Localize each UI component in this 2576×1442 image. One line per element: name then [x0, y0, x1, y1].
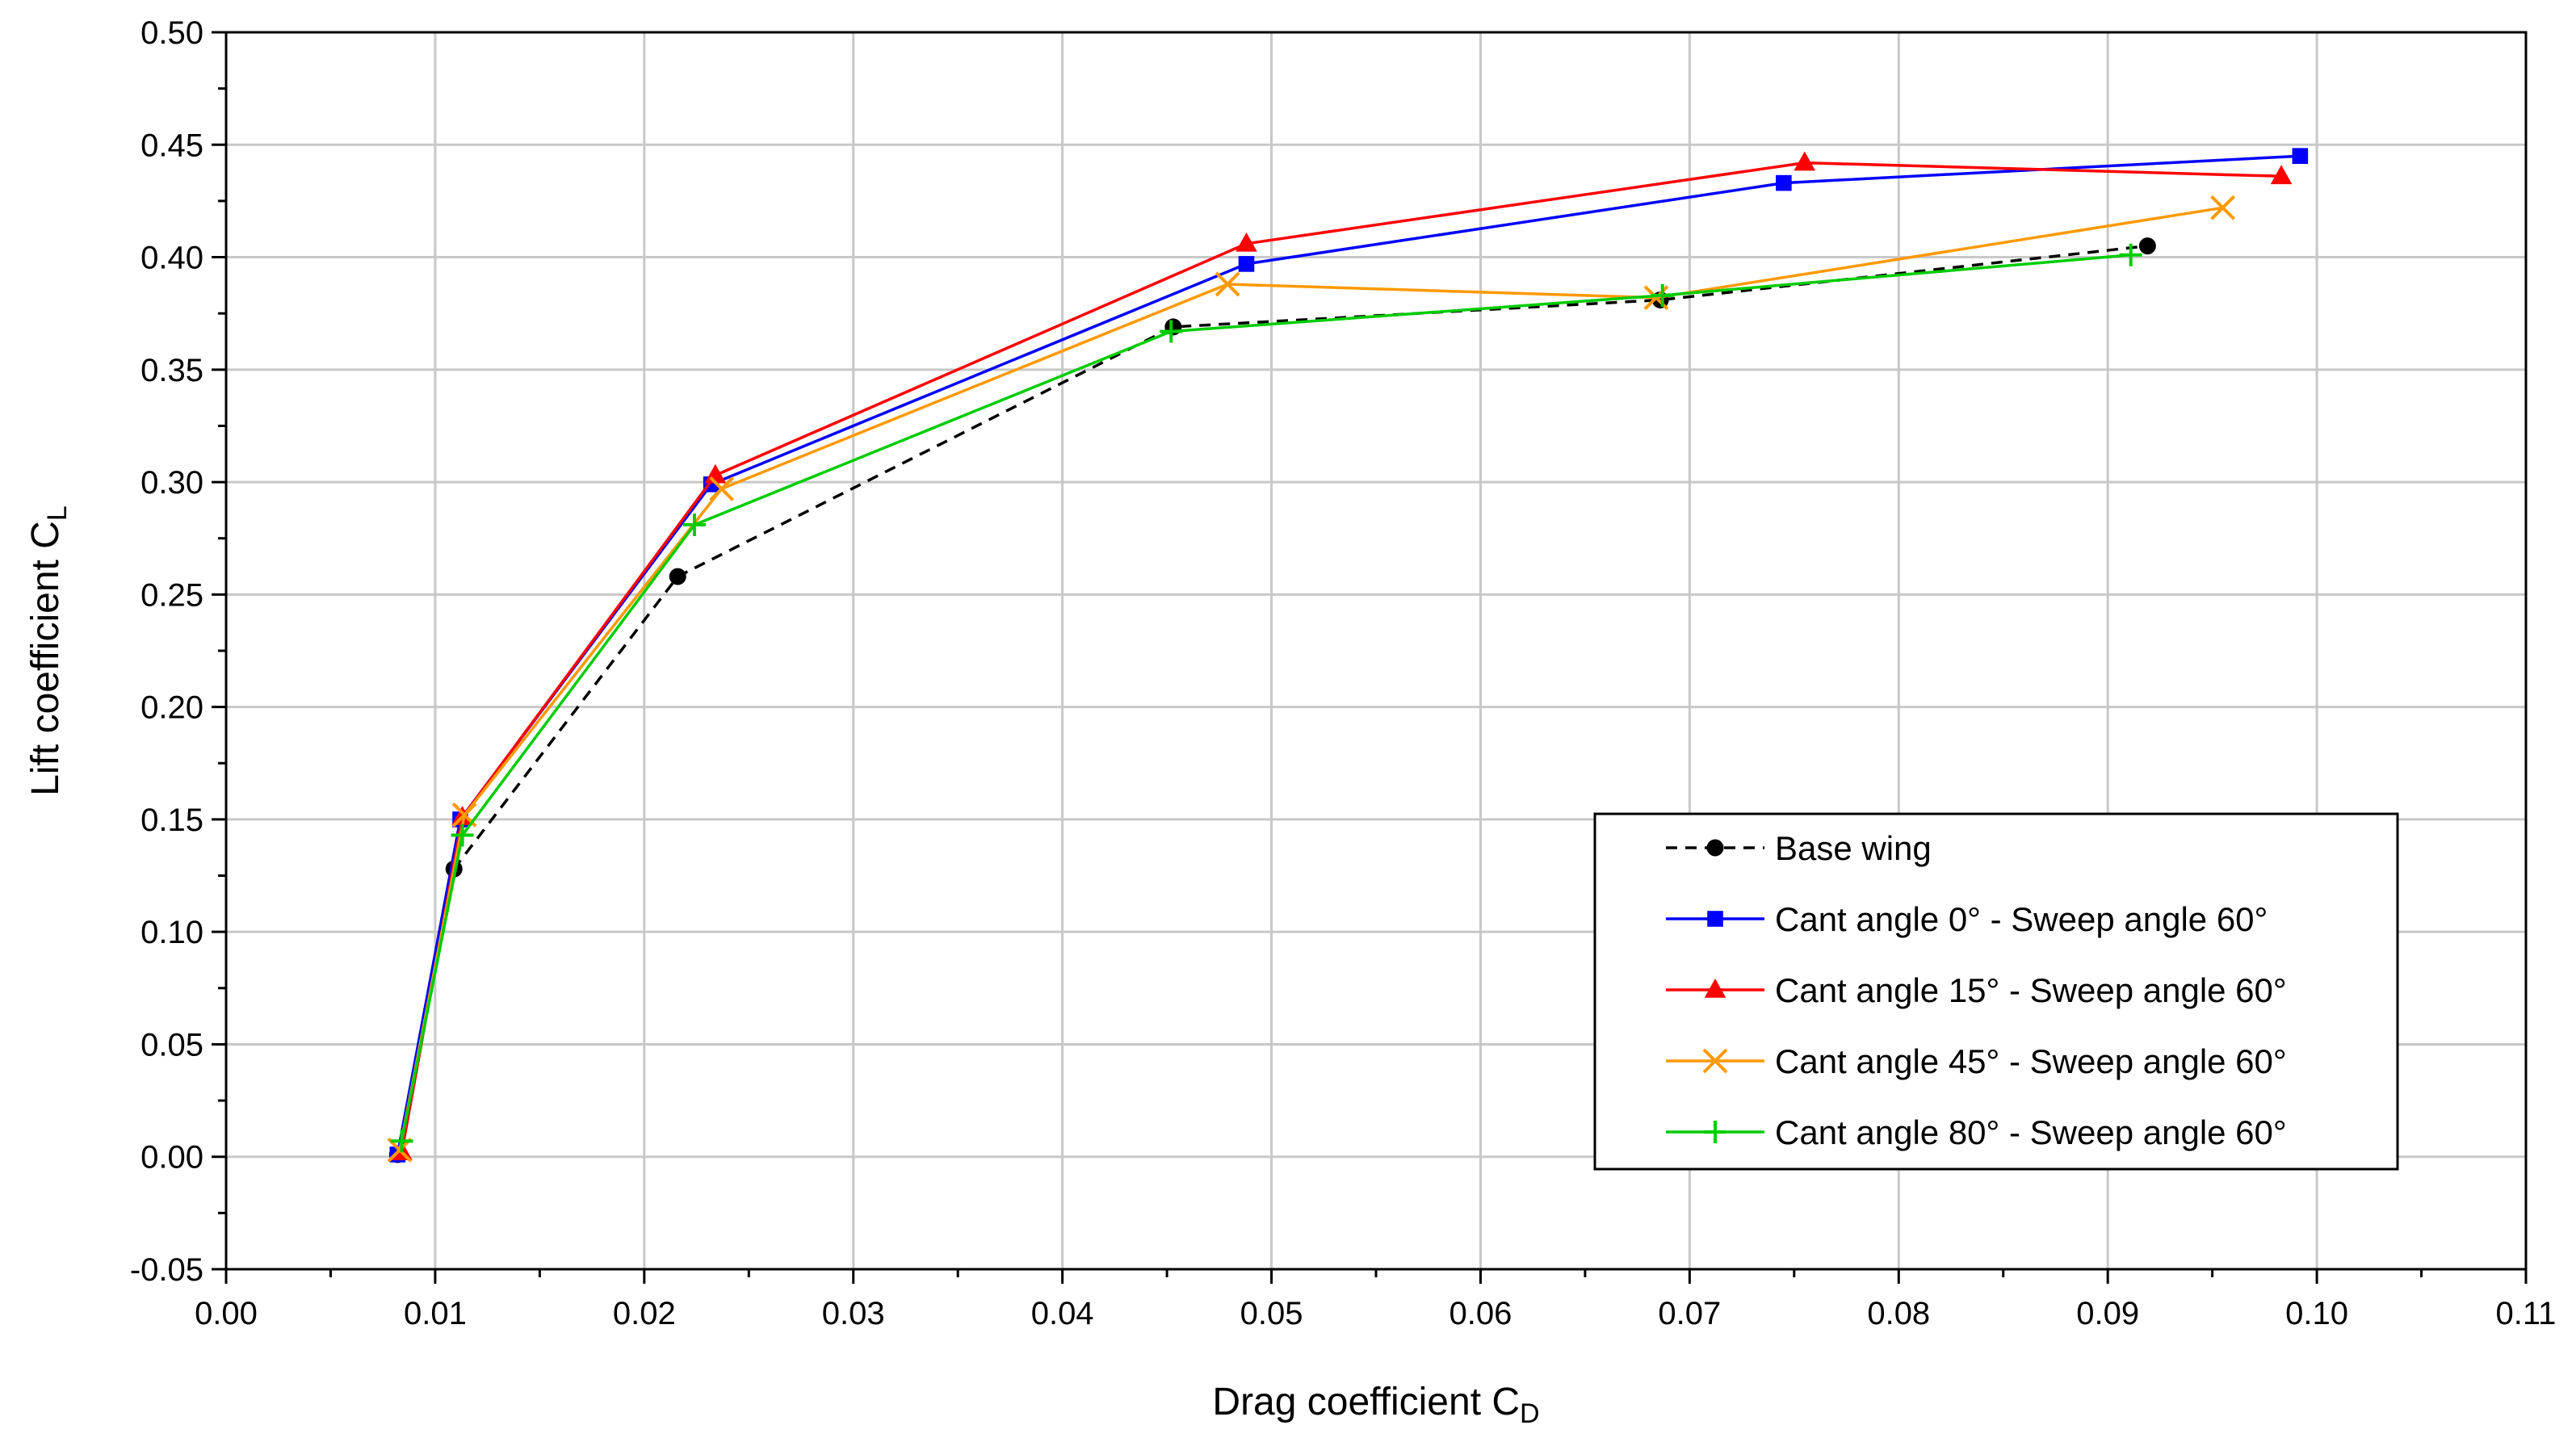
- y-tick-label: 0.10: [141, 915, 203, 950]
- x-tick-label: 0.08: [1867, 1296, 1930, 1331]
- y-tick-label: 0.35: [141, 353, 203, 388]
- legend-item: Cant angle 45° - Sweep angle 60°: [1666, 1042, 2287, 1080]
- marker-x-stroke: [709, 476, 735, 501]
- x-tick-label: 0.00: [195, 1296, 258, 1331]
- series-line: [396, 154, 2301, 1155]
- marker-square: [1238, 256, 1255, 272]
- marker-x-stroke: [451, 802, 477, 828]
- y-tick-label: 0.05: [141, 1027, 203, 1063]
- marker-plus: [1704, 1121, 1726, 1143]
- marker-triangle: [1794, 151, 1816, 171]
- legend-label: Cant angle 80° - Sweep angle 60°: [1775, 1113, 2287, 1151]
- x-tick-label: 0.10: [2285, 1296, 2348, 1331]
- legend-item: Cant angle 0° - Sweep angle 60°: [1666, 900, 2268, 938]
- y-tick-label: 0.20: [141, 690, 203, 726]
- legend-label: Cant angle 15° - Sweep angle 60°: [1775, 971, 2287, 1009]
- marker-plus: [390, 1130, 413, 1153]
- axis-ticks: 0.00 0.01 0.02 0.03 0.04 0.05 0.06 0.07 0.08 0.09…: [130, 15, 2557, 1331]
- marker-x-stroke: [1702, 1048, 1728, 1074]
- marker-square: [1707, 911, 1723, 927]
- x-axis-title: Drag coefficient CD: [1212, 1381, 1539, 1429]
- marker-circle: [669, 568, 686, 585]
- y-axis-title: Lift coefficient CL: [24, 505, 73, 796]
- marker-x-stroke: [2210, 195, 2235, 220]
- y-tick-label: 0.25: [141, 577, 203, 613]
- x-tick-label: 0.04: [1031, 1296, 1094, 1331]
- x-tick-label: 0.11: [2496, 1296, 2557, 1331]
- legend: Base wing Cant angle 0° - Sweep angle 60°…: [1593, 812, 2399, 1171]
- marker-triangle: [2270, 165, 2293, 185]
- series-3: [387, 195, 2235, 1163]
- x-tick-label: 0.09: [2076, 1296, 2139, 1331]
- marker-plus: [451, 824, 474, 847]
- x-tick-label: 0.07: [1658, 1296, 1721, 1331]
- marker-x: [2210, 195, 2235, 220]
- y-tick-label: 0.45: [141, 128, 203, 163]
- series-4: [390, 243, 2142, 1153]
- marker-square: [2292, 148, 2309, 164]
- marker-plus: [2119, 243, 2142, 266]
- legend-label: Cant angle 0° - Sweep angle 60°: [1775, 900, 2268, 938]
- marker-circle: [2138, 237, 2156, 255]
- marker-x: [709, 476, 735, 501]
- marker-triangle: [1704, 979, 1726, 998]
- marker-x: [1215, 271, 1240, 297]
- marker-plus: [682, 514, 706, 537]
- series-layer: [387, 148, 2309, 1163]
- marker-triangle: [1236, 232, 1257, 252]
- y-tick-label: 0.15: [141, 803, 203, 838]
- marker-x: [1702, 1048, 1728, 1074]
- x-tick-label: 0.06: [1450, 1296, 1512, 1331]
- marker-x-stroke: [1215, 271, 1240, 297]
- x-tick-label: 0.05: [1240, 1296, 1303, 1331]
- marker-plus: [1651, 283, 1674, 307]
- y-tick-label: 0.50: [141, 15, 203, 51]
- x-tick-label: 0.02: [613, 1296, 676, 1331]
- legend-label: Base wing: [1775, 829, 1932, 867]
- y-tick-label: -0.05: [130, 1252, 203, 1288]
- series-line: [400, 254, 2131, 1142]
- y-tick-label: 0.30: [141, 465, 203, 501]
- y-tick-label: 0.00: [141, 1140, 203, 1176]
- legend-label: Cant angle 45° - Sweep angle 60°: [1775, 1042, 2287, 1080]
- series-line: [398, 206, 2223, 1151]
- legend-item: Base wing: [1666, 829, 1932, 867]
- y-tick-label: 0.40: [141, 241, 203, 276]
- marker-circle: [1706, 839, 1724, 857]
- marker-plus: [1160, 320, 1183, 343]
- legend-box: [1593, 812, 2399, 1171]
- marker-square: [1776, 174, 1792, 191]
- x-tick-label: 0.03: [822, 1296, 885, 1331]
- legend-item: Cant angle 80° - Sweep angle 60°: [1666, 1113, 2287, 1151]
- x-tick-label: 0.01: [404, 1296, 467, 1331]
- legend-item: Cant angle 15° - Sweep angle 60°: [1666, 971, 2287, 1009]
